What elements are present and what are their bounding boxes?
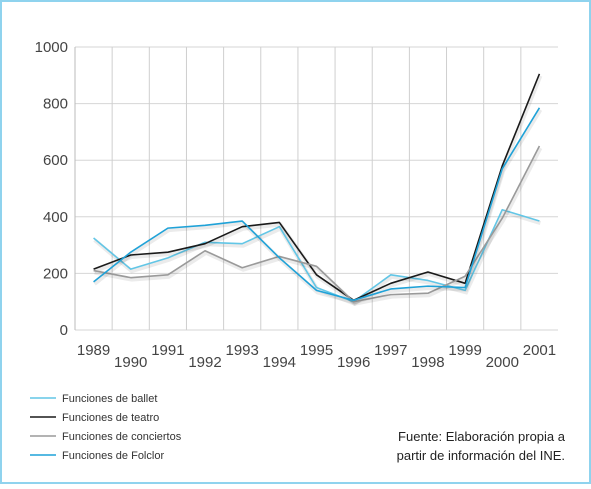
x-tick-label: 1995 xyxy=(300,342,333,359)
x-tick-label: 1992 xyxy=(188,354,221,371)
y-tick-label: 800 xyxy=(43,96,68,113)
legend-label: Funciones de Folclor xyxy=(62,450,164,462)
series-line xyxy=(93,107,541,302)
source-note: Fuente: Elaboración propia a xyxy=(398,429,566,444)
y-tick-label: 1000 xyxy=(35,39,68,56)
x-tick-label: 1990 xyxy=(114,354,147,371)
x-tick-label: 1999 xyxy=(448,342,481,359)
legend-label: Funciones de ballet xyxy=(62,393,157,405)
legend-label: Funciones de conciertos xyxy=(62,431,182,443)
legend-label: Funciones de teatro xyxy=(62,412,159,424)
series-line xyxy=(93,208,540,303)
y-tick-label: 200 xyxy=(43,265,68,282)
x-tick-label: 1997 xyxy=(374,342,407,359)
series-line xyxy=(93,73,541,302)
x-tick-label: 1989 xyxy=(77,342,110,359)
y-tick-label: 600 xyxy=(43,152,68,169)
series-shadow xyxy=(93,209,542,306)
y-tick-label: 400 xyxy=(43,209,68,226)
x-tick-label: 1991 xyxy=(151,342,184,359)
x-tick-label: 2000 xyxy=(486,354,519,371)
series-line xyxy=(93,145,541,303)
x-tick-label: 1994 xyxy=(263,354,296,371)
x-tick-label: 1998 xyxy=(411,354,444,371)
x-tick-label: 1993 xyxy=(226,342,259,359)
source-note: partir de información del INE. xyxy=(397,448,565,463)
x-tick-label: 1996 xyxy=(337,354,370,371)
x-tick-label: 2001 xyxy=(523,342,556,359)
series-shadow xyxy=(93,108,543,305)
y-tick-label: 0 xyxy=(60,322,68,339)
